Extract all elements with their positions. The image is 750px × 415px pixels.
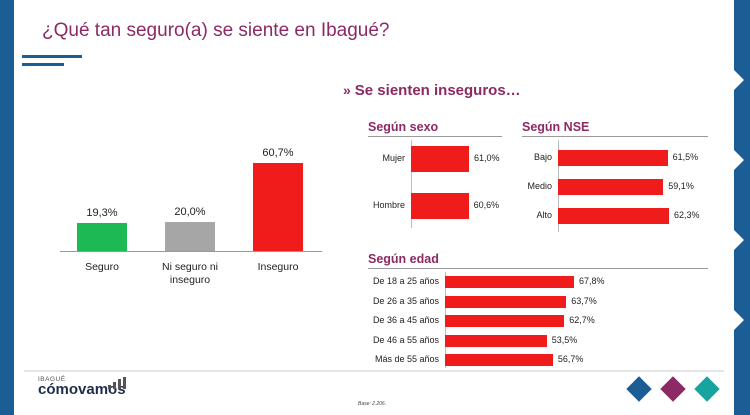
logo: IBAGUÉ cómovamos [38,376,126,398]
hbar-2 [445,315,565,327]
hbar-value-label: 60,6% [473,200,500,210]
logo-city-text: IBAGUÉ [38,376,66,383]
hbar-value-label: 62,7% [569,315,595,325]
hbar-2 [558,208,669,224]
hbar-value-label: 67,8% [579,276,605,286]
hbar-category-label: Alto [536,210,552,220]
hbar-category-label: Hombre [372,200,405,210]
vbar-category-label: Seguro [57,261,147,274]
hbar-value-label: 59,1% [668,181,694,191]
hbar-0 [445,276,574,288]
hbar-value-label: 61,0% [474,153,500,163]
right-decorative-border [734,0,750,415]
base-note: Base: 2.206. [358,401,387,407]
vbar-category-label: Ni seguro ni inseguro [145,261,235,287]
hbar-1 [445,295,567,308]
vbar-category-line: Seguro [85,261,119,273]
hbar-value-label: 53,5% [551,334,578,345]
vchart-baseline [60,251,322,252]
hbar-category-label: Mujer [382,153,405,163]
hbar-0 [558,150,668,166]
section-subtitle: » Se sienten inseguros… [343,82,521,99]
sex-chart-title: Según sexo [368,120,439,134]
hbar-1 [558,179,664,195]
hbar-1 [411,193,469,219]
vbar-value-label: 19,3% [86,207,118,220]
hbar-category-label: Bajo [533,152,552,162]
vbar-value-label: 60,7% [262,147,294,159]
vbar-1 [165,222,215,251]
hbar-4 [445,354,553,366]
hbar-value-label: 61,5% [672,152,699,162]
hbar-category-label: De 46 a 55 años [372,334,439,345]
hbar-category-label: Más de 55 años [374,354,439,364]
diamond-blue-icon [626,376,652,402]
diamond-purple-icon [660,376,686,402]
hbar-category-label: De 18 a 25 años [372,276,439,286]
vbar-category-line: inseguro [169,274,211,286]
diamond-teal-icon [694,376,720,402]
nse-title-underline [522,136,708,137]
hbar-value-label: 56,7% [557,354,584,364]
hbar-3 [445,334,547,347]
vbar-category-line: Ni seguro ni [161,261,219,273]
page-title: ¿Qué tan seguro(a) se siente en Ibagué? [42,20,390,41]
logo-main-text: cómovamos [38,381,126,398]
vbar-category-label: Inseguro [233,261,323,274]
footer-divider [24,370,724,372]
double-chevron-icon: » [343,82,351,98]
hbar-value-label: 62,3% [674,210,700,220]
hbar-value-label: 63,7% [571,295,597,306]
title-underline-long [22,55,82,58]
hbar-category-label: Medio [527,181,552,191]
hbar-category-label: De 36 a 45 años [372,315,439,325]
vbar-category-line: Inseguro [257,261,299,273]
sex-title-underline [368,136,502,137]
hbar-0 [411,146,469,172]
left-accent-bar [0,0,14,415]
subtitle-text: Se sienten inseguros… [354,82,521,99]
age-chart-title: Según edad [368,252,439,266]
title-underline-short [22,63,64,66]
age-title-underline [368,268,708,269]
vbar-2 [253,163,303,251]
nse-chart-title: Según NSE [522,120,590,134]
hbar-category-label: De 26 a 35 años [372,295,439,306]
vbar-value-label: 20,0% [174,206,206,218]
hchart-axis [411,140,412,228]
vbar-0 [77,223,127,251]
